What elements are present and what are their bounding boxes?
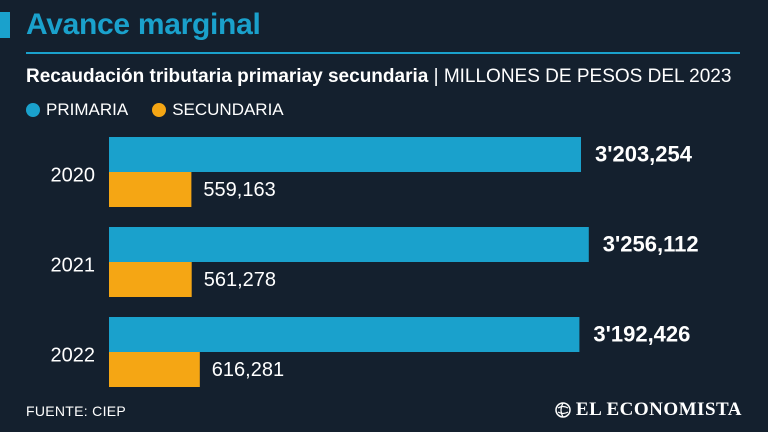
title-divider	[26, 52, 740, 54]
category-label-2022: 2022	[51, 344, 96, 366]
legend: PRIMARIA SECUNDARIA	[26, 100, 308, 120]
category-label-2021: 2021	[51, 254, 96, 276]
legend-label-primaria: PRIMARIA	[46, 100, 129, 119]
subtitle-main: Recaudación tributaria primariay secunda…	[26, 66, 429, 87]
data-label-primaria-2022: 3'192,426	[593, 321, 690, 346]
data-label-primaria-2020: 3'203,254	[595, 141, 693, 166]
bar-primaria-2021	[109, 227, 589, 262]
data-label-secundaria-2021: 561,278	[204, 269, 276, 291]
data-label-secundaria-2020: 559,163	[203, 179, 275, 201]
bar-secundaria-2020	[109, 172, 192, 207]
legend-swatch-secundaria	[152, 103, 167, 117]
brand-name: EL ECONOMISTA	[575, 399, 742, 420]
bar-primaria-2022	[109, 317, 580, 352]
bar-secundaria-2022	[109, 352, 200, 387]
chart-title: Avance marginal	[26, 8, 261, 41]
source-note: FUENTE: CIEP	[26, 403, 127, 419]
data-label-primaria-2021: 3'256,112	[603, 231, 699, 256]
legend-item-primaria: PRIMARIA	[26, 100, 128, 120]
data-label-secundaria-2022: 616,281	[212, 359, 284, 381]
globe-logo-icon	[555, 402, 571, 418]
legend-label-secundaria: SECUNDARIA	[172, 100, 284, 119]
subtitle-separator: |	[428, 66, 444, 87]
category-label-2020: 2020	[51, 164, 96, 186]
legend-item-secundaria: SECUNDARIA	[152, 100, 284, 120]
subtitle-units: MILLONES DE PESOS DEL 2023	[443, 66, 732, 87]
bar-primaria-2020	[109, 137, 581, 172]
chart-subtitle: Recaudación tributaria primariay secunda…	[26, 66, 731, 88]
title-accent-marker	[0, 12, 10, 38]
publisher-brand: EL ECONOMISTA	[555, 399, 742, 421]
legend-swatch-primaria	[26, 103, 40, 117]
bar-secundaria-2021	[109, 262, 192, 297]
